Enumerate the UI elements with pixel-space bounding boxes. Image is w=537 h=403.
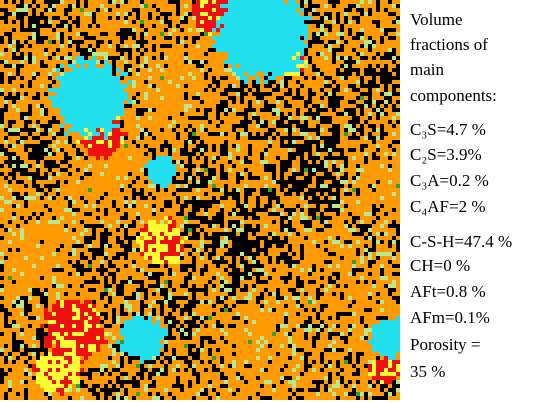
caption-line: Volume (410, 10, 463, 30)
caption-line: main (410, 60, 444, 80)
caption-line: C₃A=0.2 % (410, 171, 489, 191)
caption-line: AFt=0.8 % (410, 282, 486, 302)
caption-line: C-S-H=47.4 % (410, 232, 512, 252)
caption-line: Porosity = (410, 335, 481, 355)
caption-line: C₂S=3.9% (410, 145, 482, 165)
page: Volume fractions of main components: C₃S=4.7… (0, 0, 537, 403)
caption-line: C₃S=4.7 % (410, 120, 486, 140)
caption-line: CH=0 % (410, 256, 470, 276)
caption-line: C₄AF=2 % (410, 197, 486, 217)
caption-line: 35 % (410, 362, 445, 382)
caption-line: AFm=0.1% (410, 308, 490, 328)
microstructure-image (0, 0, 400, 400)
caption-line: components: (410, 86, 497, 106)
caption-line: fractions of (410, 35, 488, 55)
